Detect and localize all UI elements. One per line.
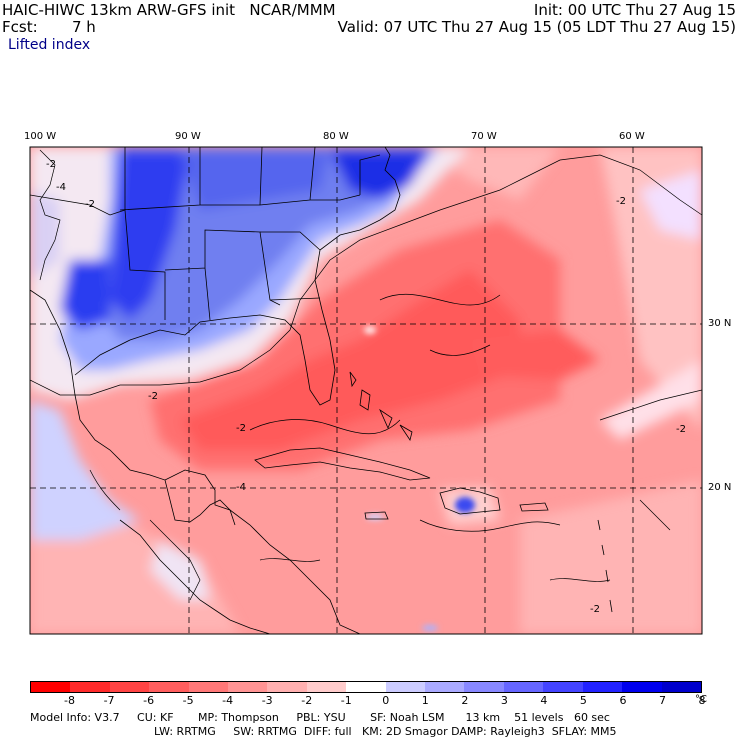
contour-label: -4 xyxy=(56,182,66,193)
contour-label: -2 xyxy=(236,423,246,434)
colorbar-swatch xyxy=(385,682,426,692)
colorbar-swatch xyxy=(661,682,701,692)
colorbar-swatch xyxy=(346,682,386,692)
forecast-label: Fcst: xyxy=(2,18,38,36)
lat-label-30n: 30 N xyxy=(708,318,732,329)
contour-label: -2 xyxy=(46,159,56,170)
colorbar-swatch xyxy=(543,682,583,692)
lat-label-20n: 20 N xyxy=(708,482,732,493)
colorbar xyxy=(30,681,702,693)
coastlines xyxy=(30,147,613,634)
lat-lon-grid xyxy=(30,147,702,634)
colorbar-swatch xyxy=(109,682,150,692)
contour-label: -4 xyxy=(236,482,246,493)
valid-time: Valid: 07 UTC Thu 27 Aug 15 (05 LDT Thu … xyxy=(337,18,736,36)
colorbar-label: -4 xyxy=(222,694,234,707)
lon-label-70w: 70 W xyxy=(471,131,497,142)
model-title: HAIC-HIWC 13km ARW-GFS init NCAR/MMM xyxy=(2,1,336,19)
colorbar-swatch xyxy=(464,682,504,692)
colorbar-unit: °C xyxy=(695,694,707,705)
contours xyxy=(30,149,702,601)
colorbar-label: 1 xyxy=(421,694,429,707)
model-info-line1: Model Info: V3.7 CU: KF MP: Thompson PBL… xyxy=(30,711,610,724)
contour-label: -2 xyxy=(616,196,626,207)
colorbar-swatch xyxy=(582,682,623,692)
colorbar-label: 5 xyxy=(579,694,587,707)
colorbar-swatch xyxy=(228,682,268,692)
colorbar-swatch xyxy=(425,682,465,692)
colorbar-label: 8 xyxy=(698,694,706,707)
colorbar-swatch xyxy=(149,682,189,692)
colorbar-label: -3 xyxy=(261,694,273,707)
lon-label-100w: 100 W xyxy=(24,131,57,142)
contour-label: -2 xyxy=(590,604,600,615)
colorbar-swatch xyxy=(503,682,544,692)
colorbar-label: 6 xyxy=(619,694,627,707)
colorbar-label: -7 xyxy=(103,694,115,707)
field-name: Lifted index xyxy=(8,37,91,53)
colorbar-swatch xyxy=(31,682,71,692)
colorbar-label: -5 xyxy=(182,694,194,707)
contour-label: -2 xyxy=(148,391,158,402)
colorbar-label: 7 xyxy=(658,694,666,707)
model-info-line2: LW: RRTMG SW: RRTMG DIFF: full KM: 2D Sm… xyxy=(154,725,617,738)
colorbar-label: 2 xyxy=(461,694,469,707)
forecast-hour: 7 h xyxy=(72,18,96,36)
contour-label: -2 xyxy=(676,424,686,435)
colorbar-label: 3 xyxy=(500,694,508,707)
contour-label: -2 xyxy=(85,199,95,210)
colorbar-swatch xyxy=(188,682,229,692)
colorbar-swatch xyxy=(306,682,347,692)
colorbar-label: -1 xyxy=(340,694,352,707)
colorbar-swatch xyxy=(622,682,662,692)
lon-label-80w: 80 W xyxy=(323,131,349,142)
colorbar-label: 0 xyxy=(382,694,390,707)
lon-label-90w: 90 W xyxy=(175,131,201,142)
colorbar-label: -2 xyxy=(301,694,313,707)
colorbar-label: -8 xyxy=(64,694,75,707)
colorbar-swatch xyxy=(70,682,110,692)
map-frame xyxy=(29,146,703,635)
init-time: Init: 00 UTC Thu 27 Aug 15 xyxy=(533,1,736,19)
lon-label-60w: 60 W xyxy=(619,131,645,142)
colorbar-label: -6 xyxy=(143,694,155,707)
colorbar-label: 4 xyxy=(540,694,548,707)
colorbar-swatch xyxy=(267,682,307,692)
